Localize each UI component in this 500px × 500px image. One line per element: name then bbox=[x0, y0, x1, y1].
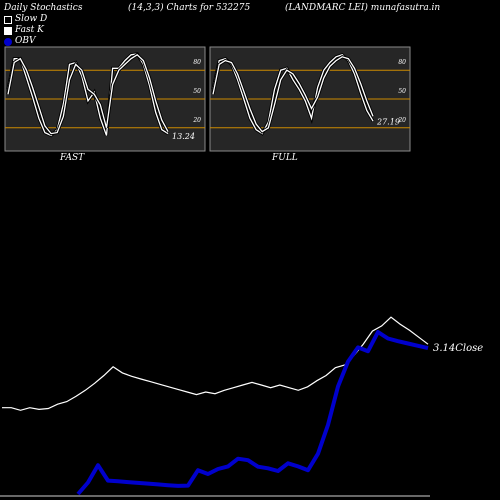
close-price-line bbox=[2, 316, 429, 411]
full-level-label-80: 80 bbox=[398, 59, 406, 66]
fast-level-label-20: 20 bbox=[192, 117, 201, 124]
chart-params: (14,3,3) Charts for 532275 bbox=[128, 3, 251, 13]
close-price-label: 3.14Close bbox=[433, 343, 483, 354]
company-name: (LANDMARC LEI) munafasutra.in bbox=[285, 3, 441, 13]
obv-swatch-icon bbox=[4, 37, 12, 46]
fast-slow-d-line bbox=[7, 53, 169, 135]
fast-level-label-80: 80 bbox=[193, 59, 201, 66]
fast-panel-caption: FAST bbox=[59, 153, 85, 163]
slow-d-swatch-icon bbox=[4, 15, 12, 24]
full-level-label-20: 20 bbox=[397, 117, 406, 124]
legend-item-fast-k: Fast K bbox=[4, 25, 47, 36]
full-slow-d-line bbox=[212, 56, 374, 133]
full-level-label-50: 50 bbox=[398, 88, 406, 95]
fast-fast-k-line bbox=[7, 53, 169, 137]
fast-last-value-label: 13.24 bbox=[172, 132, 195, 141]
legend-label-obv: OBV bbox=[15, 36, 36, 46]
full-last-value-label: 27.19 bbox=[376, 117, 400, 126]
chart-title: Daily Stochastics bbox=[4, 3, 83, 13]
full-panel-caption: FULL bbox=[271, 153, 298, 163]
legend-label-fast-k: Fast K bbox=[15, 25, 44, 35]
fast-k-swatch-icon bbox=[4, 26, 12, 35]
legend-label-slow-d: Slow D bbox=[15, 14, 48, 24]
legend-item-slow-d: Slow D bbox=[4, 14, 47, 25]
legend-item-obv: OBV bbox=[4, 36, 47, 47]
legend: Slow D Fast K OBV bbox=[4, 14, 47, 47]
obv-line bbox=[76, 330, 429, 496]
fast-level-label-50: 50 bbox=[193, 88, 201, 95]
